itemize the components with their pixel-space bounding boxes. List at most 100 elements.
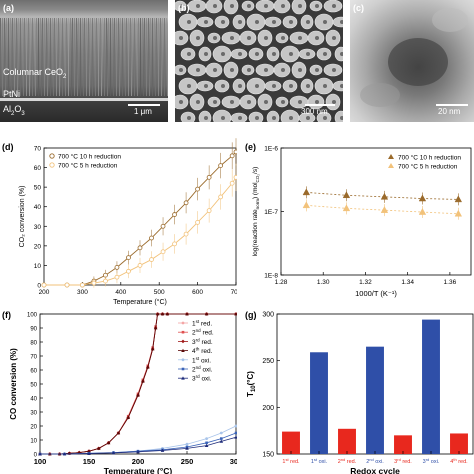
legend-marker <box>49 153 55 159</box>
data-point <box>205 437 209 440</box>
layer-ceo2-label: Columnar CeO2 <box>3 67 67 80</box>
particle-core <box>221 84 225 88</box>
bar <box>366 346 384 454</box>
panel-c-label: (c) <box>353 3 364 13</box>
particle-core <box>255 84 259 88</box>
particle-core <box>230 4 234 8</box>
particle-core <box>247 100 251 104</box>
chart-f: (f) 100 150 200 250 300 0 10 20 30 40 50 60 70 80 90 100… <box>2 310 237 474</box>
particle-core <box>323 52 327 56</box>
particle-core <box>272 20 276 24</box>
data-point <box>165 312 170 316</box>
data-point <box>342 204 351 212</box>
data-point <box>233 149 237 155</box>
x-tick-label: 200 <box>132 457 145 466</box>
particle-core <box>204 52 208 56</box>
data-point <box>38 452 42 456</box>
particle-core <box>196 36 200 40</box>
legend-label: 3rd oxi. <box>192 374 212 383</box>
particle-core <box>332 68 336 72</box>
data-point <box>183 231 189 237</box>
data-point <box>149 257 154 262</box>
particle-core <box>255 116 259 120</box>
data-point <box>160 448 165 452</box>
particle-core <box>306 84 310 88</box>
scale-bar-b <box>305 104 335 106</box>
data-point <box>126 268 131 274</box>
column-stripe <box>95 17 97 97</box>
data-point <box>234 435 237 439</box>
x-tick-label: 4th red. <box>450 457 468 465</box>
data-point <box>181 339 185 344</box>
column-stripe <box>131 17 133 97</box>
particle <box>280 109 300 122</box>
fit-line <box>306 204 459 215</box>
data-point <box>183 200 189 206</box>
particle-core <box>230 68 234 72</box>
y-tick-label: 90 <box>30 327 37 333</box>
legend-marker <box>388 163 394 168</box>
y-tick-label: 50 <box>34 185 42 192</box>
particle-core <box>264 100 268 104</box>
data-point <box>146 365 150 369</box>
x-tick-label: 3rd oxi. <box>423 457 440 465</box>
legend-marker <box>388 154 394 159</box>
fit-line <box>306 191 459 200</box>
particle-core <box>187 84 191 88</box>
column-stripe <box>77 17 79 97</box>
data-point <box>302 201 311 209</box>
data-point <box>181 330 185 334</box>
layer-ptni-label: PtNi <box>3 89 21 99</box>
particle-core <box>204 20 208 24</box>
legend-label: 700 °C 5 h reduction <box>398 163 458 171</box>
sem-cross-section-image: (a) Columnar CeO2 PtNi Al2O3 1 μm <box>0 0 168 122</box>
column-stripe <box>119 17 121 97</box>
legend-label: 2nd oxi. <box>192 365 213 374</box>
x-tick-label: 1.36 <box>444 279 457 286</box>
y-tick-label: 40 <box>34 204 42 211</box>
data-point <box>418 194 427 202</box>
y-tick-label: 70 <box>30 355 37 361</box>
y-tick-label: 1E-8 <box>264 273 278 280</box>
bar <box>394 435 412 454</box>
particle-core <box>340 116 343 120</box>
particle-core <box>298 68 302 72</box>
column-stripe <box>65 17 67 97</box>
data-point <box>126 255 131 260</box>
y-tick-label: 30 <box>34 224 42 231</box>
particle-core <box>272 116 276 120</box>
x-tick-label: 300 <box>230 457 237 466</box>
data-point <box>41 282 47 288</box>
particle-core <box>221 20 225 24</box>
column-stripe <box>5 17 7 97</box>
column-stripe <box>155 17 157 97</box>
legend-label: 700 °C 10 h reduction <box>58 153 121 161</box>
particle-core <box>247 36 251 40</box>
legend-label: 1st oxi. <box>192 356 211 365</box>
particle <box>332 16 343 28</box>
legend-label: 4th red. <box>192 347 213 356</box>
particle-core <box>306 52 310 56</box>
particle-core <box>196 4 200 8</box>
y-tick-label: 30 <box>30 411 37 417</box>
legend-label: 1st red. <box>192 319 212 328</box>
particle-core <box>315 68 319 72</box>
column-stripe <box>166 17 168 97</box>
data-point <box>137 245 143 251</box>
bar <box>338 428 356 454</box>
particle <box>332 80 343 92</box>
scale-bar-c <box>436 104 468 106</box>
particle-core <box>281 4 285 8</box>
data-point <box>97 446 101 450</box>
particle-core <box>230 100 234 104</box>
bar <box>282 431 300 454</box>
data-point <box>233 174 237 180</box>
data-point <box>181 348 185 352</box>
data-point <box>106 441 111 445</box>
particle-core <box>315 4 319 8</box>
scale-label-a: 1 μm <box>134 107 152 116</box>
y-tick-label: 50 <box>30 383 37 389</box>
column-stripe <box>47 17 49 97</box>
scale-label-c: 20 nm <box>438 107 461 116</box>
panel-label: (g) <box>245 310 257 320</box>
